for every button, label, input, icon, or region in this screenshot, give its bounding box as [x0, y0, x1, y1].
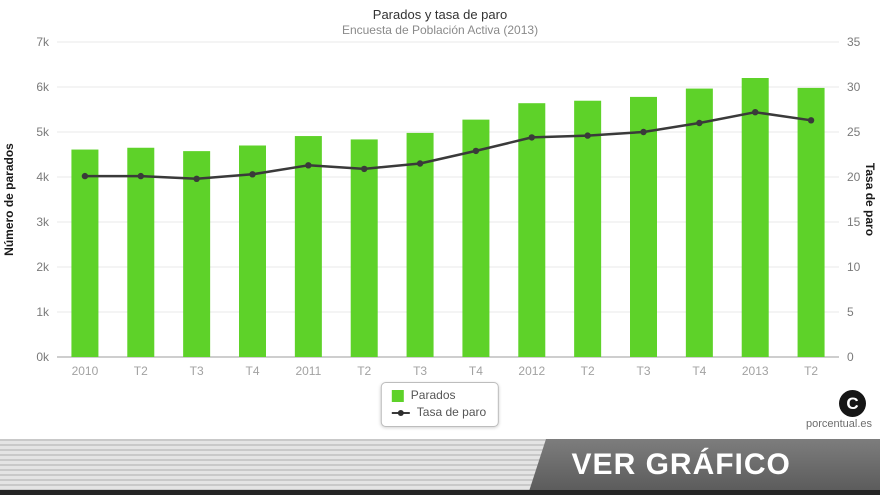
left-axis-tick: 3k [36, 215, 50, 229]
bar[interactable] [574, 100, 602, 357]
legend-item-parados[interactable]: Parados [391, 387, 486, 404]
x-axis-label: T2 [134, 364, 148, 378]
right-axis-tick: 5 [847, 305, 854, 319]
left-axis-title: Número de parados [2, 143, 16, 256]
line-point[interactable] [193, 175, 200, 182]
line-point[interactable] [472, 147, 480, 155]
right-axis-tick: 30 [847, 80, 861, 94]
left-axis-tick: 5k [36, 125, 50, 139]
right-axis-tick: 0 [847, 350, 854, 364]
tasa-line-icon [391, 408, 410, 418]
bar[interactable] [462, 119, 490, 357]
x-axis-label: T4 [469, 364, 483, 378]
porcentual-logo-icon[interactable]: C [839, 390, 866, 417]
x-axis-label: T2 [357, 364, 371, 378]
left-axis-tick: 2k [36, 260, 50, 274]
legend-item-tasa[interactable]: Tasa de paro [391, 404, 487, 421]
line-point[interactable] [696, 119, 703, 127]
x-axis-label: T4 [245, 364, 259, 378]
bar[interactable] [406, 132, 434, 357]
right-axis-tick: 35 [847, 35, 861, 49]
x-axis-label: T3 [413, 364, 427, 378]
line-point[interactable] [137, 172, 144, 180]
line-point[interactable] [249, 171, 256, 178]
x-axis-label: 2013 [742, 364, 769, 378]
line-point[interactable] [752, 109, 759, 116]
right-axis-tick: 25 [847, 125, 861, 139]
bar[interactable] [630, 96, 657, 358]
x-axis-label: T3 [636, 364, 650, 378]
bar[interactable] [294, 136, 322, 357]
x-axis-label: T2 [804, 364, 818, 378]
x-axis-label: T4 [692, 364, 706, 378]
line-point[interactable] [81, 172, 89, 180]
line-point[interactable] [528, 134, 535, 141]
line-point[interactable] [807, 117, 815, 124]
legend: Parados Tasa de paro [380, 382, 500, 427]
chart-canvas: 0k 0 1k 5 2k 10 3k 15 4k 20 5k 25 6k 30 7k 35 2010 T2 T3 T4… [2, 35, 877, 378]
right-axis-tick: 10 [847, 260, 861, 274]
left-axis-tick: 7k [36, 35, 50, 49]
parados-swatch-icon [391, 389, 404, 402]
bar[interactable] [239, 145, 266, 358]
chart-title: Parados y tasa de paro [372, 7, 508, 22]
legend-label-tasa: Tasa de paro [416, 405, 487, 419]
left-axis-tick: 4k [36, 170, 50, 184]
bar[interactable] [350, 139, 378, 357]
ver-grafico-label: VER GRÁFICO [571, 447, 792, 481]
x-axis-label: T2 [581, 364, 595, 378]
bar[interactable] [71, 149, 99, 357]
bar[interactable] [518, 103, 546, 357]
line-point[interactable] [416, 160, 424, 167]
line-point[interactable] [361, 165, 368, 173]
bar[interactable] [183, 151, 211, 357]
brand: C porcentual.es [782, 390, 872, 430]
legend-label-parados: Parados [410, 388, 456, 402]
line-point[interactable] [305, 162, 312, 169]
right-axis-tick: 20 [847, 170, 861, 184]
line-point[interactable] [584, 132, 591, 139]
bar[interactable] [127, 147, 155, 357]
ver-grafico-button[interactable]: VER GRÁFICO [529, 439, 880, 490]
gridlines: 0k 0 1k 5 2k 10 3k 15 4k 20 5k 25 6k 30 7k 35 [36, 35, 860, 364]
bar[interactable] [685, 88, 713, 357]
chart-subtitle: Encuesta de Población Activa (2013) [341, 23, 539, 37]
footer-banner: VER GRÁFICO [0, 439, 880, 495]
x-axis-label: 2012 [518, 364, 545, 378]
bar[interactable] [797, 87, 825, 358]
left-axis-tick: 0k [36, 350, 50, 364]
left-axis-tick: 1k [36, 305, 50, 319]
x-axis-label: 2011 [295, 364, 321, 378]
line-series-tasa-de-paro [81, 109, 815, 182]
right-axis-tick: 15 [847, 215, 861, 229]
left-axis-tick: 6k [36, 80, 50, 94]
bars-series-parados [71, 78, 825, 358]
brand-text[interactable]: porcentual.es [805, 418, 872, 430]
line-point[interactable] [640, 128, 647, 136]
bar[interactable] [741, 78, 769, 357]
x-axis-label: T3 [190, 364, 204, 378]
x-axis-label: 2010 [72, 364, 99, 378]
right-axis-title: Tasa de paro [863, 163, 877, 236]
